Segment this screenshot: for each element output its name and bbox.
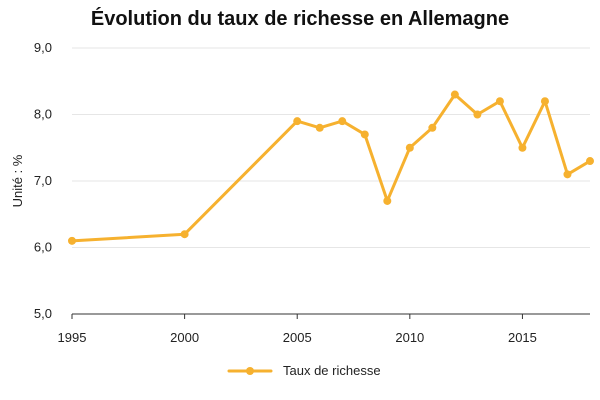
y-tick-label: 6,0	[34, 240, 52, 255]
data-point	[405, 143, 414, 152]
y-axis-ticks: 5,0 6,0 7,0 8,0 9,0	[34, 40, 52, 321]
y-tick-label: 5,0	[34, 306, 52, 321]
series-line	[70, 93, 592, 243]
legend-series-marker	[246, 367, 254, 375]
data-point	[338, 117, 347, 126]
legend-series-label: Taux de richesse	[283, 363, 381, 378]
x-tick-label: 2015	[508, 330, 537, 345]
x-tick-label: 2010	[395, 330, 424, 345]
data-point	[518, 143, 527, 152]
data-point	[563, 170, 572, 179]
data-point	[473, 110, 482, 119]
data-point	[360, 130, 369, 139]
data-point	[540, 97, 549, 106]
series-points	[68, 90, 594, 245]
y-tick-label: 7,0	[34, 173, 52, 188]
data-point	[68, 236, 76, 245]
chart-title: Évolution du taux de richesse en Allemag…	[91, 7, 509, 30]
data-point	[450, 90, 459, 99]
x-tick-label: 2000	[170, 330, 199, 345]
x-tick-label: 1995	[58, 330, 87, 345]
grid-lines	[72, 47, 590, 248]
data-point	[180, 230, 189, 239]
y-axis-label: Unité : %	[10, 154, 25, 207]
x-tick-label: 2005	[283, 330, 312, 345]
data-point	[315, 123, 324, 132]
y-tick-label: 8,0	[34, 107, 52, 122]
y-tick-label: 9,0	[34, 40, 52, 55]
x-axis-ticks: 1995 2000 2005 2010 2015	[58, 314, 537, 345]
data-point	[586, 157, 594, 166]
data-point	[428, 123, 437, 132]
data-point	[293, 117, 302, 126]
legend: Taux de richesse	[227, 363, 381, 378]
data-point	[495, 97, 504, 106]
data-point	[383, 196, 392, 205]
